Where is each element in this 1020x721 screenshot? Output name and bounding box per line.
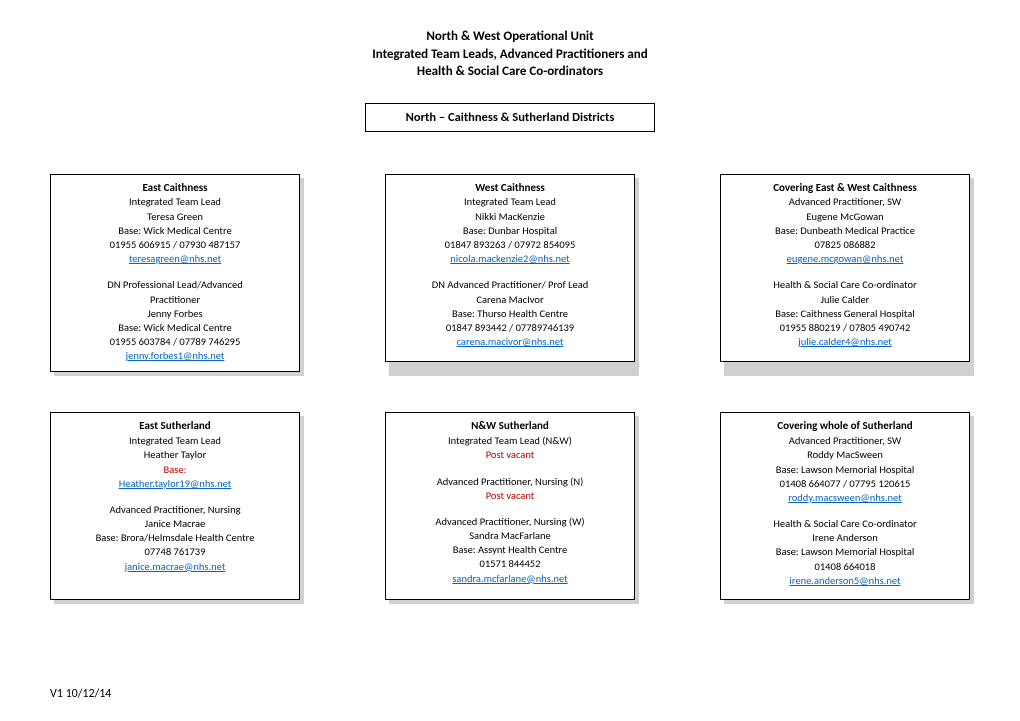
card-covering-sutherland: Covering whole of Sutherland Advanced Pr…	[720, 412, 970, 600]
version-footer: V1 10/12/14	[50, 687, 111, 701]
header-line-3: Health & Social Care Co-ordinators	[50, 63, 970, 81]
person-name: Heather Taylor	[57, 448, 293, 462]
base: Base: Dunbar Hospital	[392, 224, 628, 238]
card-title: Covering whole of Sutherland	[727, 419, 963, 434]
email-link[interactable]: eugene.mcgowan@nhs.net	[727, 252, 963, 266]
base: Base: Caithness General Hospital	[727, 307, 963, 321]
base: Base: Lawson Memorial Hospital	[727, 463, 963, 477]
post-vacant: Post vacant	[392, 489, 628, 503]
email-link[interactable]: Heather.taylor19@nhs.net	[57, 477, 293, 491]
card-title: East Caithness	[57, 181, 293, 196]
person-name: Sandra MacFarlane	[392, 529, 628, 543]
spacer	[392, 266, 628, 278]
role: Health & Social Care Co-ordinator	[727, 278, 963, 292]
person-name: Carena MacIvor	[392, 293, 628, 307]
person-name: Janice Macrae	[57, 517, 293, 531]
role: Integrated Team Lead (N&W)	[392, 434, 628, 448]
base: Base: Wick Medical Centre	[57, 321, 293, 335]
spacer	[727, 266, 963, 278]
role: DN Professional Lead/Advanced	[57, 278, 293, 292]
card-title: Covering East & West Caithness	[727, 181, 963, 196]
header-line-1: North & West Operational Unit	[50, 28, 970, 46]
card-body: Covering whole of Sutherland Advanced Pr…	[720, 412, 970, 600]
card-body: East Caithness Integrated Team Lead Tere…	[50, 174, 300, 373]
role: Integrated Team Lead	[392, 195, 628, 209]
card-title: N&W Sutherland	[392, 419, 628, 434]
person-name: Irene Anderson	[727, 531, 963, 545]
card-covering-caithness: Covering East & West Caithness Advanced …	[720, 174, 970, 373]
email-link[interactable]: irene.anderson5@nhs.net	[727, 574, 963, 588]
card-title: East Sutherland	[57, 419, 293, 434]
email-link[interactable]: nicola.mackenzie2@nhs.net	[392, 252, 628, 266]
role: Advanced Practitioner, Nursing (N)	[392, 475, 628, 489]
base: Base: Thurso Health Centre	[392, 307, 628, 321]
spacer	[57, 266, 293, 278]
email-link[interactable]: carena.macivor@nhs.net	[392, 335, 628, 349]
person-name: Nikki MacKenzie	[392, 210, 628, 224]
email-link[interactable]: teresagreen@nhs.net	[57, 252, 293, 266]
person-name: Julie Calder	[727, 293, 963, 307]
base: Base: Wick Medical Centre	[57, 224, 293, 238]
card-title: West Caithness	[392, 181, 628, 196]
role: DN Advanced Practitioner/ Prof Lead	[392, 278, 628, 292]
card-body: N&W Sutherland Integrated Team Lead (N&W…	[385, 412, 635, 600]
role: Advanced Practitioner, Nursing (W)	[392, 515, 628, 529]
card-body: Covering East & West Caithness Advanced …	[720, 174, 970, 362]
person-name: Eugene McGowan	[727, 210, 963, 224]
phone: 07825 086882	[727, 238, 963, 252]
spacer	[727, 505, 963, 517]
person-name: Roddy MacSween	[727, 448, 963, 462]
spacer	[392, 503, 628, 515]
email-link[interactable]: sandra.mcfarlane@nhs.net	[392, 572, 628, 586]
card-west-caithness: West Caithness Integrated Team Lead Nikk…	[385, 174, 635, 373]
role: Advanced Practitioner, SW	[727, 434, 963, 448]
phone: 01847 893263 / 07972 854095	[392, 238, 628, 252]
cards-grid: East Caithness Integrated Team Lead Tere…	[50, 174, 970, 601]
spacer	[392, 463, 628, 475]
base-label: Base:	[57, 463, 293, 477]
person-name: Jenny Forbes	[57, 307, 293, 321]
base: Base: Assynt Health Centre	[392, 543, 628, 557]
district-title-box: North – Caithness & Sutherland Districts	[365, 103, 655, 132]
email-link[interactable]: jenny.forbes1@nhs.net	[57, 349, 293, 363]
card-east-sutherland: East Sutherland Integrated Team Lead Hea…	[50, 412, 300, 600]
base: Base: Brora/Helmsdale Health Centre	[57, 531, 293, 545]
spacer	[57, 491, 293, 503]
card-body: East Sutherland Integrated Team Lead Hea…	[50, 412, 300, 600]
phone: 01571 844452	[392, 557, 628, 571]
phone: 01955 880219 / 07805 490742	[727, 321, 963, 335]
phone: 01847 893442 / 07789746139	[392, 321, 628, 335]
card-nw-sutherland: N&W Sutherland Integrated Team Lead (N&W…	[385, 412, 635, 600]
phone: 07748 761739	[57, 545, 293, 559]
header-line-2: Integrated Team Leads, Advanced Practiti…	[50, 46, 970, 64]
page-header: North & West Operational Unit Integrated…	[50, 28, 970, 81]
email-link[interactable]: janice.macrae@nhs.net	[57, 560, 293, 574]
person-name: Teresa Green	[57, 210, 293, 224]
role: Integrated Team Lead	[57, 434, 293, 448]
role: Practitioner	[57, 293, 293, 307]
role: Health & Social Care Co-ordinator	[727, 517, 963, 531]
card-east-caithness: East Caithness Integrated Team Lead Tere…	[50, 174, 300, 373]
role: Integrated Team Lead	[57, 195, 293, 209]
phone: 01955 606915 / 07930 487157	[57, 238, 293, 252]
card-body: West Caithness Integrated Team Lead Nikk…	[385, 174, 635, 362]
post-vacant: Post vacant	[392, 448, 628, 462]
base: Base: Dunbeath Medical Practice	[727, 224, 963, 238]
email-link[interactable]: roddy.macsween@nhs.net	[727, 491, 963, 505]
email-link[interactable]: julie.calder4@nhs.net	[727, 335, 963, 349]
phone: 01408 664077 / 07795 120615	[727, 477, 963, 491]
phone: 01955 603784 / 07789 746295	[57, 335, 293, 349]
phone: 01408 664018	[727, 560, 963, 574]
role: Advanced Practitioner, Nursing	[57, 503, 293, 517]
role: Advanced Practitioner, SW	[727, 195, 963, 209]
base: Base: Lawson Memorial Hospital	[727, 545, 963, 559]
